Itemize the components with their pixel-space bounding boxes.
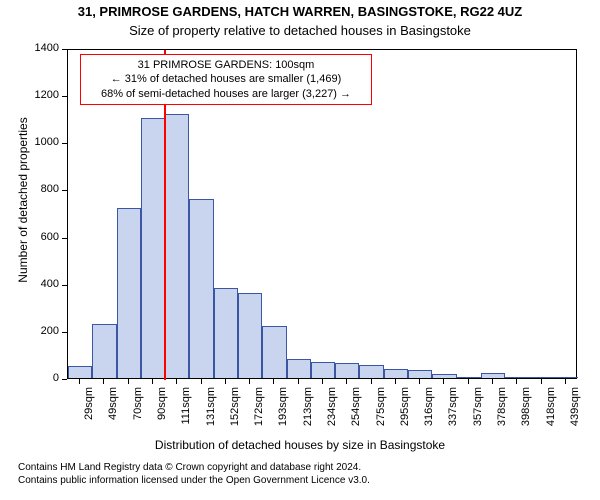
footer-text: Contains HM Land Registry data © Crown c… xyxy=(18,462,370,487)
x-tick-mark xyxy=(103,379,104,384)
x-tick-label: 254sqm xyxy=(350,387,362,437)
page-title: 31, PRIMROSE GARDENS, HATCH WARREN, BASI… xyxy=(0,4,600,19)
histogram-bar xyxy=(287,359,311,378)
x-tick-label: 418sqm xyxy=(545,387,557,437)
x-tick-mark xyxy=(371,379,372,384)
annotation-line-3: 68% of semi-detached houses are larger (… xyxy=(87,87,365,101)
x-tick-label: 316sqm xyxy=(423,387,435,437)
histogram-bar xyxy=(92,324,116,378)
x-tick-label: 131sqm xyxy=(205,387,217,437)
y-tick-label: 1400 xyxy=(27,42,59,54)
histogram-bar xyxy=(311,362,335,379)
x-tick-label: 90sqm xyxy=(156,387,168,437)
x-tick-mark xyxy=(322,379,323,384)
y-tick-mark xyxy=(62,238,67,239)
y-tick-label: 200 xyxy=(27,325,59,337)
x-tick-mark xyxy=(201,379,202,384)
y-tick-label: 400 xyxy=(27,278,59,290)
x-tick-mark xyxy=(298,379,299,384)
histogram-bar xyxy=(481,373,505,378)
x-tick-label: 111sqm xyxy=(180,387,192,437)
x-tick-label: 357sqm xyxy=(472,387,484,437)
x-tick-label: 152sqm xyxy=(229,387,241,437)
histogram-bar xyxy=(384,369,408,378)
histogram-bar xyxy=(335,363,359,378)
x-tick-mark xyxy=(249,379,250,384)
x-tick-mark xyxy=(152,379,153,384)
x-tick-mark xyxy=(565,379,566,384)
y-tick-mark xyxy=(62,285,67,286)
histogram-bar xyxy=(529,377,553,378)
x-tick-label: 439sqm xyxy=(569,387,581,437)
histogram-bar xyxy=(141,118,165,378)
x-tick-label: 295sqm xyxy=(399,387,411,437)
y-tick-label: 600 xyxy=(27,231,59,243)
histogram-bar xyxy=(359,365,383,378)
x-tick-label: 193sqm xyxy=(277,387,289,437)
footer-line-2: Contains public information licensed und… xyxy=(18,475,370,488)
y-tick-mark xyxy=(62,332,67,333)
y-tick-mark xyxy=(62,190,67,191)
chart-page: { "header": { "title": "31, PRIMROSE GAR… xyxy=(0,0,600,500)
y-tick-mark xyxy=(62,379,67,380)
x-tick-label: 213sqm xyxy=(302,387,314,437)
x-tick-label: 275sqm xyxy=(375,387,387,437)
x-tick-label: 234sqm xyxy=(326,387,338,437)
y-tick-label: 0 xyxy=(27,372,59,384)
histogram-bar xyxy=(262,326,286,378)
x-tick-mark xyxy=(128,379,129,384)
histogram-bar xyxy=(189,199,213,378)
x-tick-mark xyxy=(419,379,420,384)
x-tick-label: 49sqm xyxy=(107,387,119,437)
x-tick-mark xyxy=(346,379,347,384)
y-tick-label: 800 xyxy=(27,183,59,195)
x-tick-label: 398sqm xyxy=(520,387,532,437)
x-tick-mark xyxy=(492,379,493,384)
x-tick-mark xyxy=(79,379,80,384)
y-axis-label: Number of detached properties xyxy=(16,40,30,360)
x-tick-mark xyxy=(516,379,517,384)
x-tick-mark xyxy=(225,379,226,384)
footer-line-1: Contains HM Land Registry data © Crown c… xyxy=(18,462,370,475)
x-tick-mark xyxy=(176,379,177,384)
x-axis-label: Distribution of detached houses by size … xyxy=(0,438,600,452)
page-subtitle: Size of property relative to detached ho… xyxy=(0,23,600,38)
x-tick-mark xyxy=(395,379,396,384)
x-tick-mark xyxy=(443,379,444,384)
histogram-bar xyxy=(432,374,456,378)
histogram-bar xyxy=(68,366,92,378)
x-tick-label: 337sqm xyxy=(447,387,459,437)
y-tick-mark xyxy=(62,96,67,97)
annotation-line-2: ← 31% of detached houses are smaller (1,… xyxy=(87,72,365,86)
annotation-box: 31 PRIMROSE GARDENS: 100sqm ← 31% of det… xyxy=(80,54,372,105)
histogram-bar xyxy=(457,377,481,378)
histogram-bar xyxy=(117,208,141,378)
histogram-bar xyxy=(408,370,432,378)
x-tick-mark xyxy=(468,379,469,384)
x-tick-label: 29sqm xyxy=(83,387,95,437)
histogram-bar xyxy=(505,377,529,378)
x-tick-mark xyxy=(273,379,274,384)
x-tick-mark xyxy=(541,379,542,384)
y-tick-label: 1000 xyxy=(27,136,59,148)
x-tick-label: 378sqm xyxy=(496,387,508,437)
y-tick-mark xyxy=(62,143,67,144)
x-tick-label: 172sqm xyxy=(253,387,265,437)
y-tick-mark xyxy=(62,49,67,50)
annotation-line-1: 31 PRIMROSE GARDENS: 100sqm xyxy=(87,58,365,72)
x-tick-label: 70sqm xyxy=(132,387,144,437)
histogram-bar xyxy=(238,293,262,378)
y-tick-label: 1200 xyxy=(27,89,59,101)
histogram-bar xyxy=(165,114,189,378)
histogram-bar xyxy=(554,377,578,378)
histogram-bar xyxy=(214,288,238,378)
